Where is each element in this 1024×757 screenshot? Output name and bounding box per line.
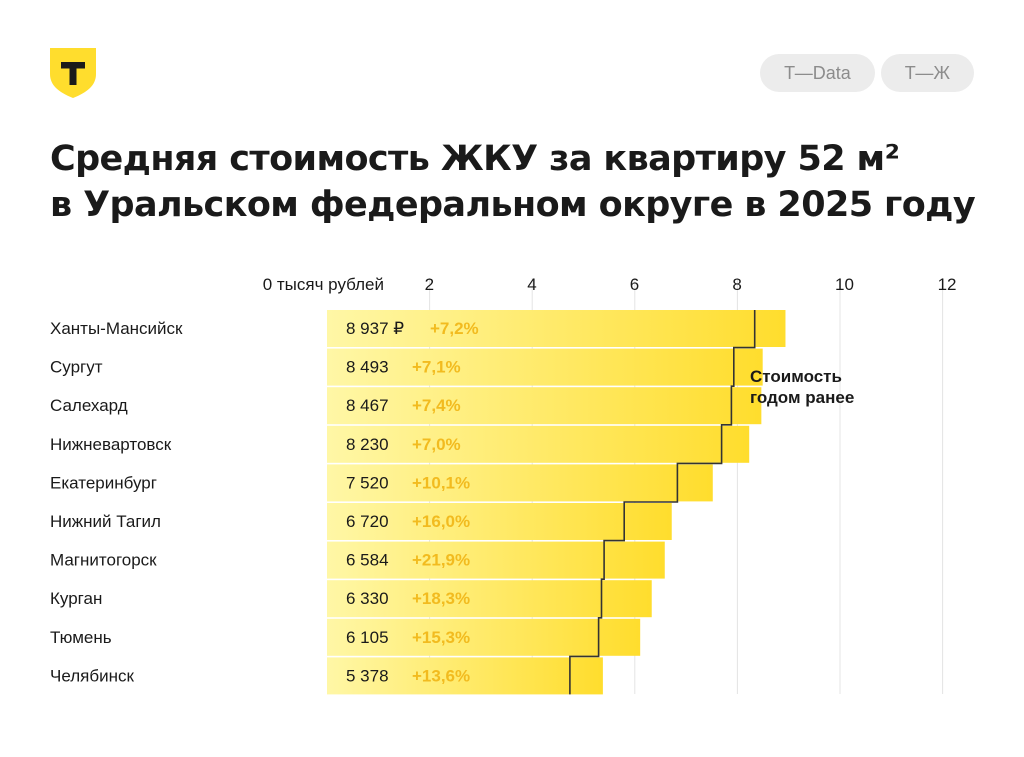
bars (327, 310, 786, 695)
change-label: +15,3% (412, 628, 470, 647)
value-label: 7 520 (346, 473, 389, 492)
value-label: 6 330 (346, 589, 389, 608)
bar (327, 657, 603, 695)
category-label: Тюмень (50, 628, 112, 647)
bar-chart: 8 937 ₽ +7,2% 8 493 +7,1% 8 467 +7,4% 8 230 +7,… (50, 275, 957, 695)
x-tick-label: 6 (630, 275, 639, 294)
category-label: Ханты-Мансийск (50, 319, 183, 338)
category-labels: Ханты-Мансийск Сургут Салехард Нижневартовс… (50, 319, 183, 685)
bar (327, 425, 750, 463)
t-zh-pill[interactable]: Т—Ж (880, 54, 974, 92)
value-label: 8 493 (346, 358, 389, 377)
logo-letter-t (61, 62, 85, 85)
change-label: +7,0% (412, 435, 461, 454)
x-tick-label: 12 (938, 275, 957, 294)
previous-year-step-line (569, 310, 756, 695)
value-label: 8 467 (346, 396, 389, 415)
x-tick-label: 2 (425, 275, 434, 294)
header-pills: Т—Data Т—Ж (760, 54, 974, 92)
category-label: Курган (50, 589, 102, 608)
value-label: 5 378 (346, 666, 389, 685)
title-line-2: в Уральском федеральном округе в 2025 го… (50, 185, 976, 225)
x-tick-label: 0 тысяч рублей (263, 275, 384, 294)
category-label: Нижний Тагил (50, 512, 161, 531)
category-label: Магнитогорск (50, 551, 157, 570)
value-label: 6 720 (346, 512, 389, 531)
previous-year-annotation-line: Стоимость (750, 367, 842, 386)
category-label: Екатеринбург (50, 473, 157, 492)
value-label: 8 937 ₽ (346, 319, 404, 338)
x-axis-ticks: 0 тысяч рублей 2 4 6 8 10 12 (263, 275, 957, 294)
previous-year-annotation: Стоимость годом ранее (750, 367, 854, 407)
bar (327, 503, 672, 540)
category-label: Салехард (50, 396, 128, 415)
bar (327, 580, 652, 618)
category-label: Челябинск (50, 666, 134, 685)
change-label: +18,3% (412, 589, 470, 608)
category-label: Нижневартовск (50, 435, 172, 454)
t-data-pill[interactable]: Т—Data (760, 54, 875, 92)
change-label: +16,0% (412, 512, 470, 531)
value-label: 8 230 (346, 435, 389, 454)
change-label: +7,4% (412, 396, 461, 415)
value-label: 6 584 (346, 551, 389, 570)
change-label: +21,9% (412, 551, 470, 570)
chart-title: Средняя стоимость ЖКУ за квартиру 52 м² … (50, 136, 990, 228)
value-label: 6 105 (346, 628, 389, 647)
change-label: +7,2% (430, 319, 479, 338)
previous-year-line (569, 310, 756, 695)
bar (327, 387, 762, 425)
bar (327, 618, 641, 656)
change-label: +13,6% (412, 666, 470, 685)
x-tick-label: 8 (732, 275, 741, 294)
change-label: +7,1% (412, 358, 461, 377)
x-tick-label: 4 (527, 275, 536, 294)
bar (327, 541, 665, 579)
bar-labels: 8 937 ₽ +7,2% 8 493 +7,1% 8 467 +7,4% 8 230 +7,… (346, 319, 479, 685)
tbank-logo (50, 48, 96, 98)
category-label: Сургут (50, 358, 103, 377)
change-label: +10,1% (412, 473, 470, 492)
x-tick-label: 10 (835, 275, 854, 294)
bar (327, 464, 713, 502)
title-line-1: Средняя стоимость ЖКУ за квартиру 52 м² (50, 139, 900, 179)
bar (327, 310, 786, 347)
previous-year-annotation-line: годом ранее (750, 388, 854, 407)
bar (327, 348, 763, 386)
